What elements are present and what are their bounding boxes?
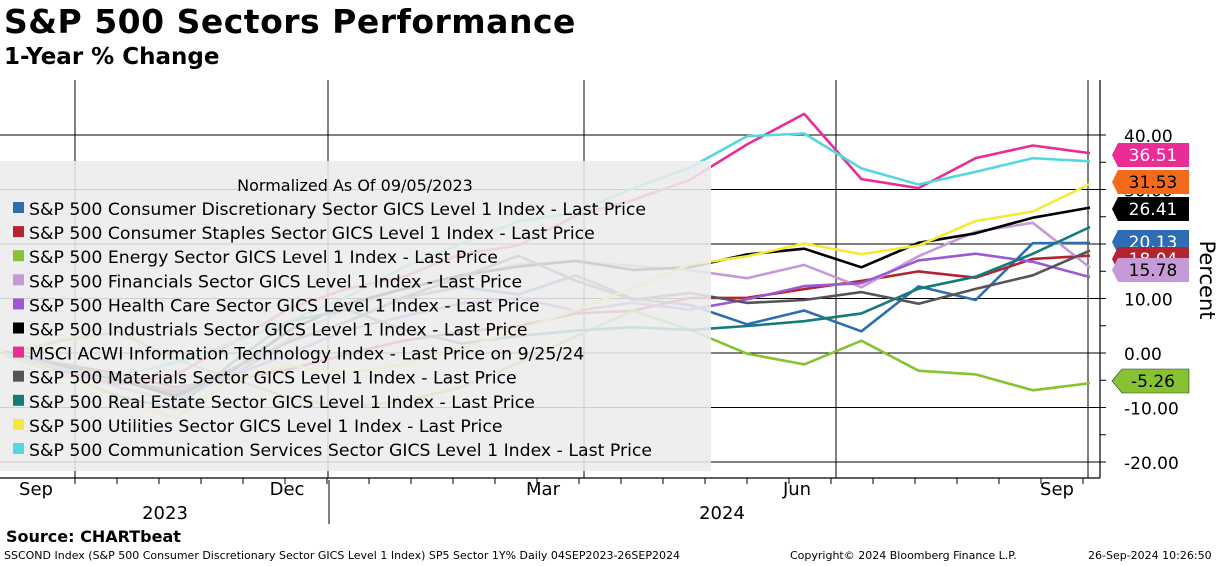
value-badge-label: 36.51 bbox=[1129, 146, 1178, 166]
legend-swatch bbox=[13, 322, 24, 334]
x-tick-label: Mar bbox=[526, 479, 561, 500]
legend-entry: S&P 500 Energy Sector GICS Level 1 Index… bbox=[29, 248, 498, 268]
legend-swatch bbox=[13, 250, 24, 262]
value-badge-label: 15.78 bbox=[1129, 261, 1178, 281]
legend-entry: S&P 500 Industrials Sector GICS Level 1 … bbox=[29, 321, 528, 341]
legend-swatch bbox=[13, 274, 24, 286]
footer-copyright: Copyright© 2024 Bloomberg Finance L.P. bbox=[790, 549, 1017, 562]
y-tick-label: 40.00 bbox=[1124, 127, 1173, 147]
year-label: 2023 bbox=[142, 503, 188, 524]
y-tick-label: 10.00 bbox=[1124, 291, 1173, 311]
chart-subtitle: 1-Year % Change bbox=[4, 44, 220, 70]
legend-entry: S&P 500 Utilities Sector GICS Level 1 In… bbox=[29, 417, 502, 437]
legend-header: Normalized As Of 09/05/2023 bbox=[237, 176, 473, 195]
footer-timestamp: 26-Sep-2024 10:26:50 bbox=[1088, 549, 1212, 562]
legend-background bbox=[0, 161, 711, 471]
value-badge: 36.51 bbox=[1112, 143, 1189, 167]
legend-swatch bbox=[13, 202, 24, 213]
chart-title: S&P 500 Sectors Performance bbox=[4, 2, 576, 41]
legend-entry: S&P 500 Health Care Sector GICS Level 1 … bbox=[29, 296, 540, 316]
source-note: Source: CHARTbeat bbox=[6, 527, 181, 546]
y-axis-title: Percent bbox=[1195, 240, 1219, 319]
legend-swatch bbox=[13, 443, 24, 454]
value-badge: -5.26 bbox=[1111, 368, 1190, 394]
value-badge-label: -5.26 bbox=[1131, 372, 1175, 392]
value-badge: 15.78 bbox=[1112, 258, 1189, 282]
legend-swatch bbox=[13, 226, 24, 238]
legend-entry: MSCI ACWI Information Technology Index -… bbox=[29, 345, 584, 365]
legend-swatch bbox=[13, 394, 24, 406]
legend-entry: S&P 500 Communication Services Sector GI… bbox=[29, 441, 652, 461]
legend-swatch bbox=[13, 346, 24, 358]
y-tick-label: -10.00 bbox=[1124, 400, 1179, 420]
legend-swatch bbox=[13, 298, 24, 310]
value-badge-bg bbox=[1112, 197, 1189, 221]
value-badge-bg bbox=[1111, 368, 1190, 394]
value-badge: 26.41 bbox=[1112, 197, 1189, 221]
value-badge: 31.53 bbox=[1112, 170, 1189, 194]
legend-entry: S&P 500 Consumer Staples Sector GICS Lev… bbox=[29, 224, 595, 244]
legend-entry: S&P 500 Real Estate Sector GICS Level 1 … bbox=[29, 393, 535, 413]
legend-entry: S&P 500 Materials Sector GICS Level 1 In… bbox=[29, 369, 517, 389]
value-badge-bg bbox=[1112, 143, 1189, 167]
x-tick-label: Sep bbox=[1040, 479, 1074, 500]
y-tick-label: -20.00 bbox=[1124, 454, 1179, 474]
legend: Normalized As Of 09/05/2023 S&P 500 Consu… bbox=[0, 161, 711, 471]
x-tick-label: Dec bbox=[270, 479, 305, 500]
x-tick-label: Jun bbox=[782, 479, 811, 500]
legend-entry: S&P 500 Financials Sector GICS Level 1 I… bbox=[29, 272, 522, 292]
legend-swatch bbox=[13, 418, 24, 430]
year-label: 2024 bbox=[699, 503, 745, 524]
footer-index-info: SSCOND Index (S&P 500 Consumer Discretio… bbox=[4, 549, 680, 562]
value-badge-label: 31.53 bbox=[1129, 173, 1178, 193]
y-tick-label: 0.00 bbox=[1124, 345, 1162, 365]
x-tick-label: Sep bbox=[19, 479, 53, 500]
value-badge-label: 26.41 bbox=[1129, 200, 1178, 220]
value-badge-bg bbox=[1112, 258, 1189, 282]
legend-swatch bbox=[13, 370, 24, 382]
legend-entry: S&P 500 Consumer Discretionary Sector GI… bbox=[29, 200, 646, 220]
value-badge-bg bbox=[1112, 170, 1189, 194]
